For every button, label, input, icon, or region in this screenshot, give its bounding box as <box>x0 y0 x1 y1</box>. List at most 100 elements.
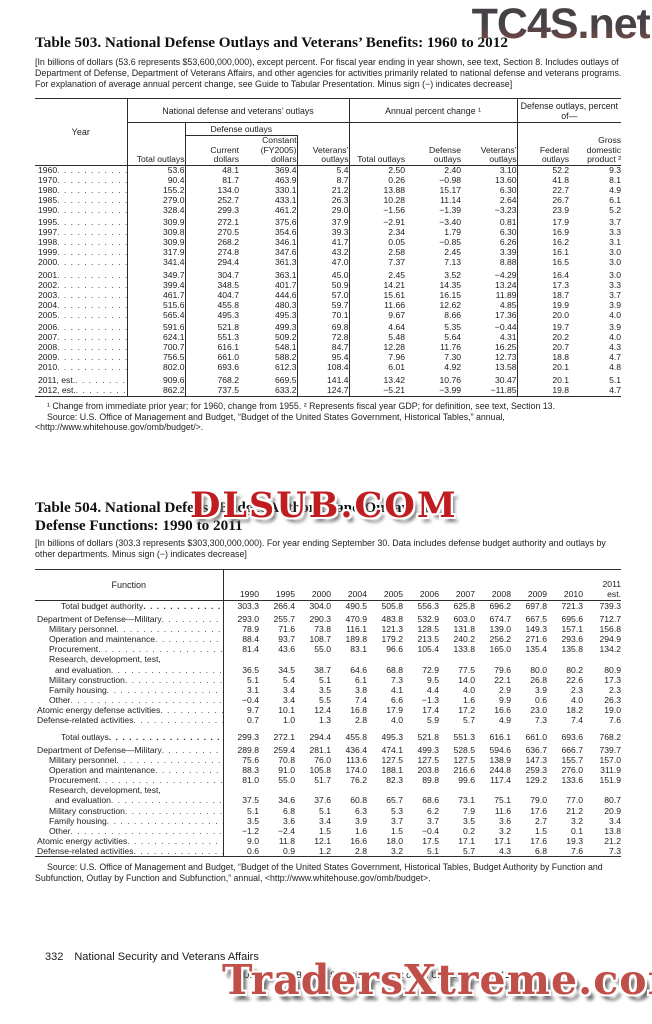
value-cell: 3.0 <box>609 247 622 258</box>
table-503-source: Source: U.S. Office of Management and Bu… <box>35 411 505 433</box>
table-504-source: Source: U.S. Office of Management and Bu… <box>35 862 603 884</box>
value-cell: 13.42 <box>383 375 406 386</box>
value-cell: 3.10 <box>461 165 518 176</box>
value-cell: 294.4 <box>217 257 239 268</box>
value-cell: 2.8 <box>355 715 367 726</box>
table-row: Procurement 81.0 55.0 51.7 76.2 82.3 89.8 99.6 1… <box>35 775 621 786</box>
value-cell: 1.5 <box>319 825 331 836</box>
function-cell: Other <box>35 825 224 837</box>
value-cell: 6.01 <box>388 362 406 373</box>
column-header-veterans-outlays: Veterans’ outlays <box>297 122 350 166</box>
value-cell: 5.1 <box>319 674 331 685</box>
value-cell: 802.0 <box>127 362 186 374</box>
value-cell: 80.0 <box>530 664 547 675</box>
value-cell: 1.6 <box>355 825 367 836</box>
column-header-year: 1990 <box>223 569 259 601</box>
value-cell: 89.8 <box>422 775 439 786</box>
value-cell: 11.14 <box>440 194 462 205</box>
value-cell: 131.8 <box>453 623 475 634</box>
value-cell: 1.6 <box>463 695 475 706</box>
value-cell: 15.17 <box>439 184 462 195</box>
value-cell: 5.2 <box>609 204 622 215</box>
value-cell: 17.1 <box>494 836 511 847</box>
value-cell: 5.48 <box>388 332 406 343</box>
column-header-year: 2000 <box>295 569 331 601</box>
table-row: Operation and maintenance 88.4 93.7 108.7 18… <box>35 634 621 645</box>
value-cell: 0.9 <box>283 846 295 857</box>
value-cell: 3.1 <box>609 237 622 248</box>
value-cell: 7.13 <box>444 257 462 268</box>
value-cell: 2.3 <box>571 684 583 695</box>
value-cell: 38.7 <box>314 664 331 675</box>
value-cell: 281.1 <box>309 744 331 755</box>
value-cell: 77.0 <box>566 795 583 806</box>
column-header-year: 2005 <box>367 569 403 601</box>
table-row: Total budget authority 303.3 266.4 304.0 490… <box>35 600 621 611</box>
value-cell: 737.5 <box>217 384 239 395</box>
value-cell: 8.7 <box>297 175 350 186</box>
value-cell: 138.9 <box>489 754 511 765</box>
value-cell: 149.3 <box>525 623 547 634</box>
table-row: 2005565.4495.3495.370.19.678.6617.3620.0… <box>35 309 621 321</box>
value-cell: 60.8 <box>350 795 367 806</box>
value-cell: 151.9 <box>599 775 621 786</box>
value-cell: 594.6 <box>489 744 511 755</box>
function-cell: Defense-related activities <box>35 715 224 726</box>
value-cell: 309.8 <box>127 227 186 239</box>
value-cell: 17.4 <box>422 705 439 716</box>
value-cell: 10.76 <box>439 375 462 386</box>
value-cell: 244.8 <box>489 764 511 775</box>
value-cell: 1.0 <box>283 715 295 726</box>
value-cell: 7.6 <box>571 846 583 857</box>
value-cell: 73.1 <box>458 795 475 806</box>
value-cell: 436.4 <box>345 744 367 755</box>
value-cell: 19.7 <box>552 322 570 333</box>
value-cell: 26.7 <box>552 194 570 205</box>
table-504-body: Total budget authority 303.3 266.4 304.0 490… <box>35 600 621 857</box>
value-cell: 76.0 <box>314 754 331 765</box>
value-cell: 88.3 <box>242 764 259 775</box>
function-cell: Total outlays <box>35 725 224 742</box>
value-cell: 293.6 <box>561 634 583 645</box>
value-cell: 2.50 <box>388 164 406 175</box>
value-cell: 515.6 <box>127 300 186 311</box>
table-row: Atomic energy activities 9.0 11.8 12.1 16.6 1… <box>35 836 621 847</box>
value-cell: 348.5 <box>217 279 239 290</box>
value-cell: 55.0 <box>314 644 331 655</box>
value-cell: 1.2 <box>319 846 331 857</box>
value-cell: 661.0 <box>525 731 547 742</box>
year-cell: 1985 <box>35 195 128 206</box>
function-cell: Military personnel <box>35 754 224 765</box>
column-header-pct-veterans: Veterans’ outlays <box>461 122 518 166</box>
value-cell: 18.7 <box>552 289 570 300</box>
table-row: Other −0.4 3.4 5.5 7.4 6.6 −1.3 1.6 9.9 0.6 4.0 26.… <box>35 695 621 706</box>
value-cell: 4.0 <box>571 695 583 706</box>
value-cell: 8.66 <box>444 309 462 320</box>
value-cell: 0.81 <box>461 215 518 229</box>
value-cell: 3.3 <box>609 279 622 290</box>
value-cell: 53.6 <box>127 165 186 176</box>
column-header-year: 2007 <box>439 569 475 601</box>
year-cell: 1997 <box>35 228 128 239</box>
function-cell: Family housing <box>35 684 224 696</box>
value-cell: 11.8 <box>278 836 295 847</box>
value-cell: 463.9 <box>239 175 298 186</box>
value-cell: 34.5 <box>278 664 295 675</box>
column-header-total-outlays: Total outlays <box>127 122 186 166</box>
value-cell: 105.4 <box>417 644 439 655</box>
value-cell: 2.8 <box>355 846 367 857</box>
value-cell: 0.05 <box>388 237 406 248</box>
value-cell: 289.8 <box>237 744 259 755</box>
value-cell: 26.3 <box>297 195 350 206</box>
value-cell: 7.3 <box>609 846 621 857</box>
year-cell: 2004 <box>35 300 128 311</box>
value-cell: 3.5 <box>463 815 475 826</box>
value-cell: 274.8 <box>217 247 239 258</box>
value-cell: 13.8 <box>604 825 621 836</box>
value-cell: 0.2 <box>463 825 475 836</box>
function-cell: Family housing <box>35 815 224 826</box>
value-cell: 37.6 <box>314 795 331 806</box>
